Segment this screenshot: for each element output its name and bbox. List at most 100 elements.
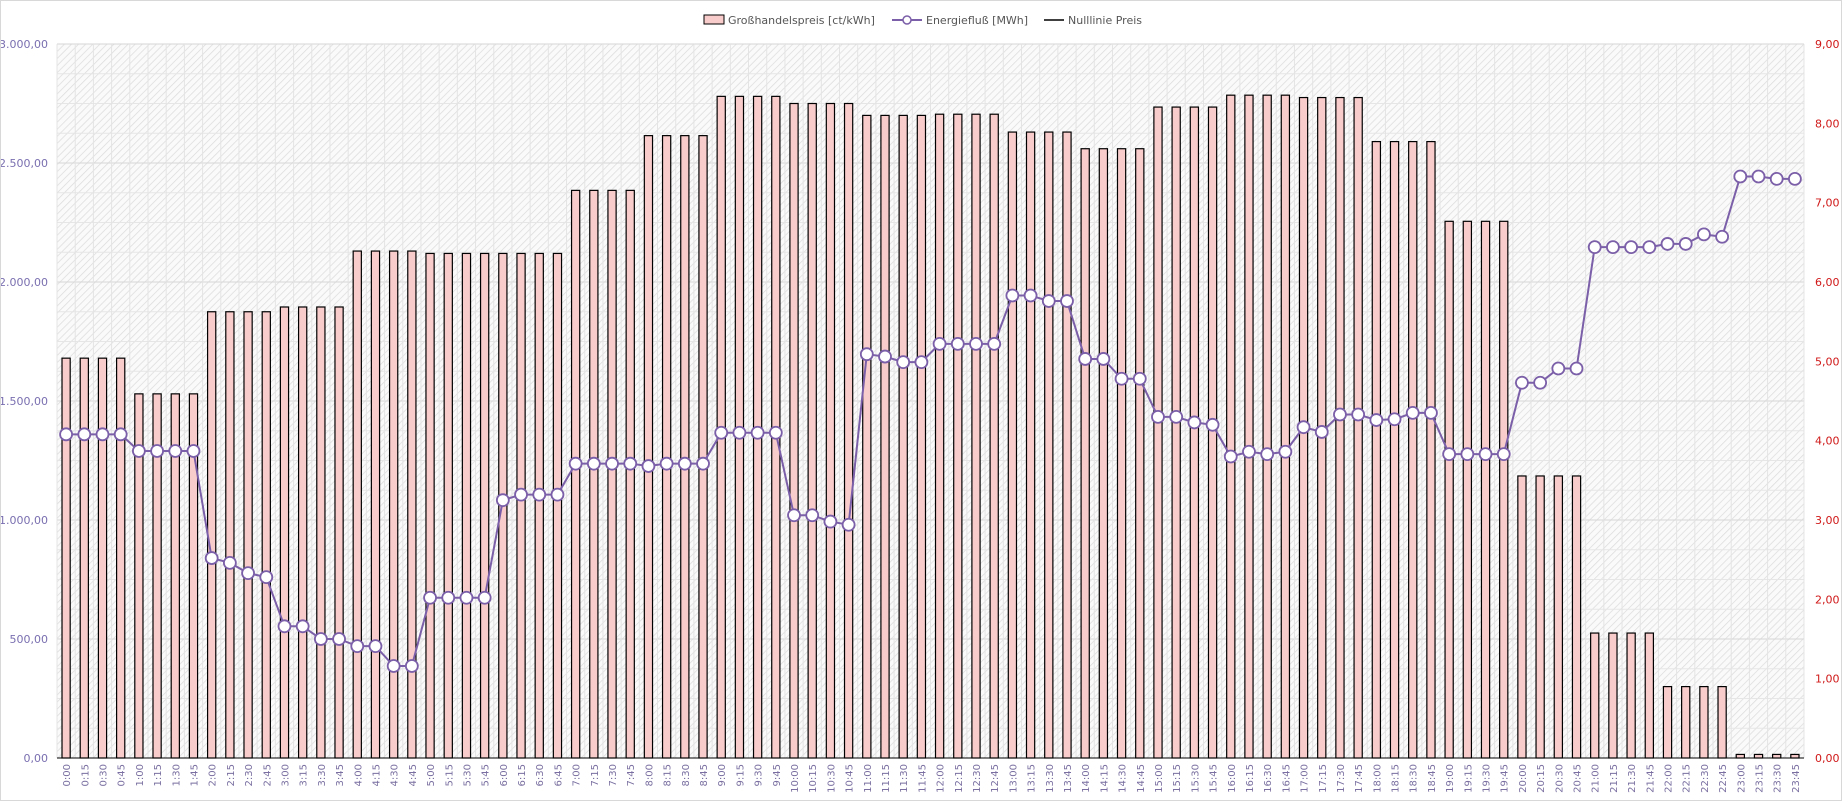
energy-point <box>1096 352 1111 366</box>
price-bar <box>1044 131 1054 759</box>
energy-point <box>277 619 292 634</box>
price-bar <box>1626 632 1636 759</box>
energy-point <box>841 517 856 532</box>
right-tick-label: 7,00 <box>1815 197 1840 210</box>
x-tick-label: 3:30 <box>317 764 328 786</box>
right-tick-label: 4,00 <box>1815 435 1840 448</box>
energy-point <box>77 427 92 442</box>
price-bar <box>79 357 89 759</box>
energy-point <box>1078 352 1093 366</box>
price-bar <box>989 113 999 759</box>
price-bar <box>843 102 854 759</box>
price-bar <box>552 252 563 759</box>
energy-point <box>1715 229 1730 244</box>
energy-point <box>1187 415 1202 430</box>
right-tick-label: 5,00 <box>1815 355 1840 368</box>
x-tick-label: 4:30 <box>390 764 401 786</box>
x-tick-label: 2:00 <box>208 764 219 786</box>
energy-point <box>696 456 710 471</box>
price-bar <box>1699 685 1709 759</box>
x-tick-label: 3:15 <box>299 764 310 786</box>
x-tick-label: 3:00 <box>280 764 291 786</box>
price-bar <box>898 114 908 759</box>
x-tick-label: 2:30 <box>244 764 255 786</box>
price-bar <box>97 357 108 759</box>
x-tick-label: 4:15 <box>371 764 382 786</box>
x-tick-label: 12:15 <box>954 764 965 793</box>
energy-point <box>623 456 638 471</box>
price-bar <box>1207 106 1218 759</box>
x-tick-label: 23:15 <box>1755 764 1766 793</box>
x-tick-label: 14:15 <box>1099 764 1110 793</box>
price-bar <box>1553 475 1564 759</box>
x-tick-label: 18:45 <box>1427 764 1438 793</box>
price-bar <box>862 114 872 759</box>
price-bar <box>1499 220 1509 759</box>
left-axis: 0,00 500,00 1.000,00 1.500,00 2.000,00 2.500,… <box>1 38 48 765</box>
x-tick-label: 13:45 <box>1063 764 1074 793</box>
price-bar <box>352 250 362 759</box>
energy-point <box>1642 240 1657 254</box>
energy-point <box>59 427 73 442</box>
price-bar <box>880 114 890 759</box>
price-bar <box>1772 753 1782 759</box>
energy-point <box>1788 171 1802 186</box>
energy-point <box>150 444 164 458</box>
energy-point <box>404 659 419 673</box>
price-bar <box>225 311 235 759</box>
price-bar <box>1444 220 1454 759</box>
energy-point <box>1478 447 1493 462</box>
x-tick-label: 1:00 <box>135 764 146 786</box>
price-bar <box>607 189 617 759</box>
energy-point <box>1132 371 1147 386</box>
price-bar <box>1571 475 1582 759</box>
energy-point <box>1569 361 1584 376</box>
energy-point <box>1314 425 1329 439</box>
legend-swatch-price <box>703 14 725 25</box>
energy-point <box>204 551 219 565</box>
energy-point <box>459 590 474 605</box>
right-tick-label: 2,00 <box>1815 593 1840 606</box>
energy-point <box>1733 169 1748 184</box>
right-tick-label: 1,00 <box>1815 673 1840 686</box>
price-bar <box>1535 475 1545 759</box>
energy-point <box>1533 375 1548 390</box>
energy-point <box>241 566 255 581</box>
x-tick-label: 5:30 <box>462 764 473 786</box>
x-tick-label: 19:30 <box>1482 764 1493 793</box>
price-bar <box>934 113 945 759</box>
energy-point <box>1405 405 1420 420</box>
price-bar <box>1517 475 1527 759</box>
energy-point <box>495 493 510 508</box>
energy-point <box>1114 371 1129 386</box>
energy-point <box>1769 171 1784 186</box>
price-bar <box>279 306 290 759</box>
x-tick-label: 22:15 <box>1682 764 1693 793</box>
energy-point <box>550 487 565 502</box>
energy-point <box>1242 444 1256 459</box>
x-tick-label: 2:45 <box>262 764 273 786</box>
energy-point <box>1333 407 1347 422</box>
energy-point <box>1606 240 1620 254</box>
x-tick-label: 19:15 <box>1463 764 1474 793</box>
energy-point <box>987 336 1002 351</box>
energy-point <box>896 355 911 370</box>
right-tick-label: 8,00 <box>1815 117 1840 130</box>
x-tick-label: 10:45 <box>845 764 856 793</box>
x-tick-label: 17:00 <box>1300 764 1311 793</box>
energy-point <box>350 639 365 654</box>
energy-point <box>586 456 601 471</box>
x-tick-label: 10:00 <box>790 764 801 793</box>
x-tick-label: 20:15 <box>1536 764 1547 793</box>
price-bar <box>1753 753 1764 759</box>
x-tick-label: 7:15 <box>590 764 601 786</box>
energy-point <box>1587 240 1602 254</box>
x-tick-label: 2:15 <box>226 764 237 786</box>
price-bar <box>825 102 836 759</box>
legend: Großhandelspreis [ct/kWh] Energiefluß [M… <box>703 14 1142 27</box>
legend-marker-energy <box>902 15 912 25</box>
energy-point <box>1424 405 1438 420</box>
x-tick-label: 17:45 <box>1354 764 1365 793</box>
x-tick-label: 12:45 <box>990 764 1001 793</box>
